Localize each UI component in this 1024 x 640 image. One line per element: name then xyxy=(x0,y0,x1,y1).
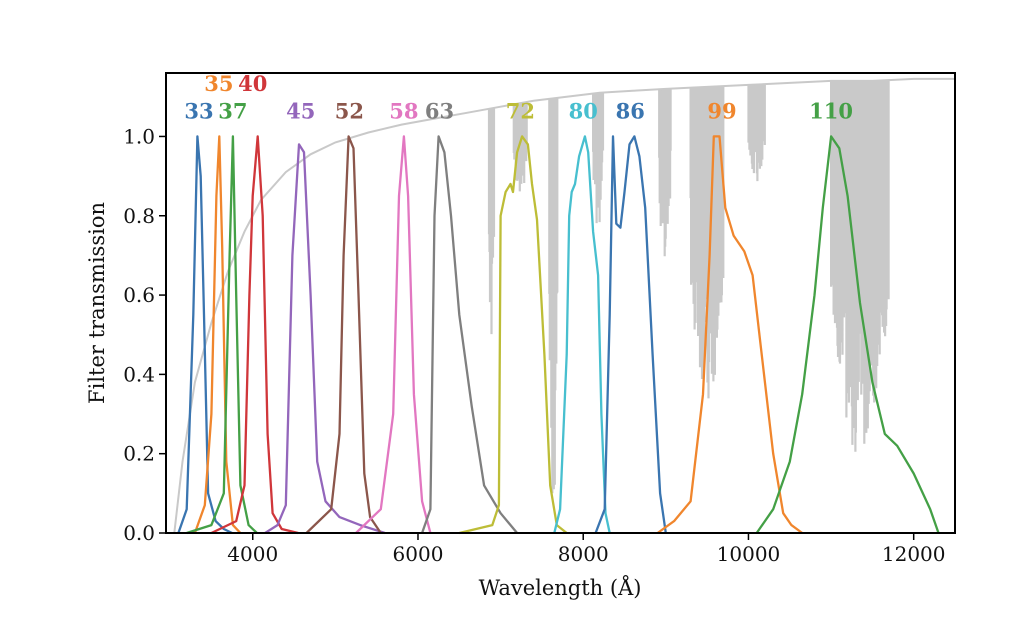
filter-label-33: 33 xyxy=(184,99,213,124)
filter-curve-72 xyxy=(459,135,568,535)
y-tick-label: 1.0 xyxy=(123,124,155,148)
atmospheric-transmission-curve xyxy=(173,77,955,534)
filter-curve-33 xyxy=(177,135,233,535)
label-layer: 33 35 37 40 45 52 58 63 72 80 86 99 110 xyxy=(184,71,853,124)
filter-label-35: 35 xyxy=(204,71,233,96)
y-axis: 0.0 0.2 0.4 0.6 0.8 1.0 xyxy=(123,124,166,545)
filter-curve-80 xyxy=(553,135,611,534)
filter-curve-58 xyxy=(355,135,432,534)
x-axis: 4000 6000 8000 10000 12000 xyxy=(227,533,946,566)
x-axis-title: Wavelength (Å) xyxy=(479,575,642,600)
filter-label-58: 58 xyxy=(389,99,418,124)
filter-label-52: 52 xyxy=(335,99,364,124)
filter-curve-35 xyxy=(193,135,242,534)
filter-curve-86 xyxy=(594,135,667,534)
filter-label-40: 40 xyxy=(238,71,267,96)
filter-curve-99 xyxy=(656,135,803,534)
filter-curve-110 xyxy=(755,135,940,534)
x-tick-label: 10000 xyxy=(717,542,781,566)
background-curve-layer xyxy=(173,77,955,534)
y-axis-title: Filter transmission xyxy=(85,202,109,404)
filter-label-80: 80 xyxy=(569,99,598,124)
filter-label-99: 99 xyxy=(707,99,736,124)
y-tick-label: 0.0 xyxy=(123,521,155,545)
plot-frame xyxy=(165,72,956,534)
filter-curve-52 xyxy=(305,135,382,534)
filter-curve-45 xyxy=(264,143,386,535)
x-tick-label: 8000 xyxy=(558,542,609,566)
filter-label-110: 110 xyxy=(809,99,853,124)
filter-label-45: 45 xyxy=(286,99,315,124)
filter-curve-40 xyxy=(210,135,299,535)
filter-curve-63 xyxy=(421,135,518,534)
x-tick-label: 12000 xyxy=(882,542,946,566)
series-layer xyxy=(177,135,940,535)
y-tick-label: 0.2 xyxy=(123,442,155,466)
absorption-bands xyxy=(487,80,890,494)
filter-label-72: 72 xyxy=(506,99,535,124)
y-tick-label: 0.4 xyxy=(123,362,155,386)
y-tick-label: 0.8 xyxy=(123,204,155,228)
filter-label-63: 63 xyxy=(425,99,454,124)
y-tick-label: 0.6 xyxy=(123,283,155,307)
filter-label-37: 37 xyxy=(218,99,247,124)
filter-label-86: 86 xyxy=(616,99,645,124)
filter-curve-37 xyxy=(186,135,258,535)
x-tick-label: 6000 xyxy=(393,542,444,566)
x-tick-label: 4000 xyxy=(227,542,278,566)
